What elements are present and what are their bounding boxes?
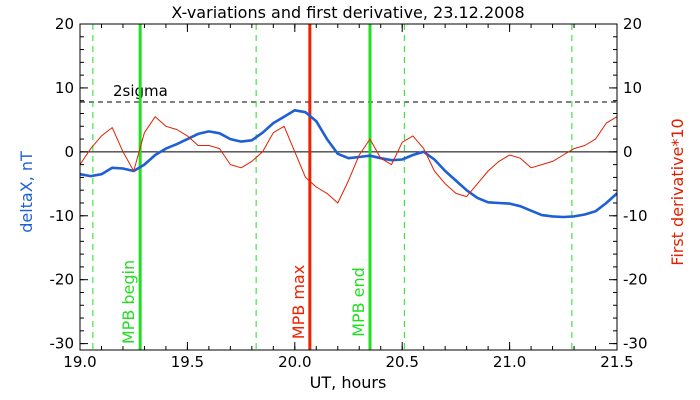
y-tick-label-right: -10: [623, 207, 648, 225]
x-tick-label: 20.0: [278, 353, 311, 371]
y-tick-label-left: 20: [55, 15, 74, 33]
y-tick-label-right: 20: [623, 15, 642, 33]
y-axis-label-right: First derivative*10: [668, 118, 687, 265]
y-axis-label-left: deltaX, nT: [17, 151, 36, 233]
y-tick-label-left: -20: [50, 271, 75, 289]
y-tick-label-right: 0: [623, 143, 633, 161]
marker-label-mpb-max: MPB max: [289, 265, 308, 339]
y-tick-label-left: 0: [64, 143, 74, 161]
series-line-deltax: [79, 109, 618, 219]
y-tick-label-right: 10: [623, 79, 642, 97]
x-tick-label: 21.5: [600, 353, 633, 371]
y-tick-label-right: -30: [623, 335, 648, 353]
marker-label-mpb-end: MPB end: [349, 267, 368, 337]
y-tick-label-right: -20: [623, 271, 648, 289]
y-tick-label-left: -10: [50, 207, 75, 225]
x-tick-label: 19.0: [63, 353, 96, 371]
y-tick-label-left: -30: [50, 335, 75, 353]
x-tick-label: 20.5: [385, 353, 418, 371]
y-tick-label-left: 10: [55, 79, 74, 97]
x-tick-label: 21.0: [493, 353, 526, 371]
x-tick-label: 19.5: [171, 353, 204, 371]
chart-title: X-variations and first derivative, 23.12…: [171, 3, 524, 22]
plot-frame: [79, 23, 618, 351]
marker-label-mpb-begin: MPB begin: [119, 260, 138, 344]
series-line-derivative: [79, 116, 618, 204]
x-axis-label: UT, hours: [310, 373, 387, 392]
